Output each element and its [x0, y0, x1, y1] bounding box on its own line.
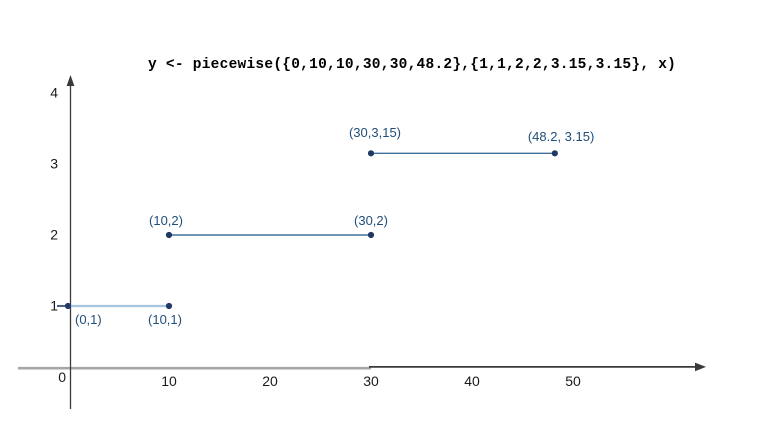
data-point — [551, 150, 558, 157]
point-label: (0,1) — [75, 312, 102, 327]
x-tick-label: 40 — [464, 373, 480, 389]
x-axis-arrowhead-icon — [695, 362, 706, 372]
x-tick-label: 20 — [262, 373, 278, 389]
x-tick-label: 10 — [161, 373, 177, 389]
data-point — [165, 302, 173, 310]
data-point — [367, 150, 375, 157]
data-point — [165, 231, 173, 239]
point-label: (30,2) — [354, 213, 388, 228]
y-axis-arrowhead-icon — [66, 75, 75, 86]
point-label: (10,2) — [149, 213, 183, 228]
origin-label: 0 — [58, 369, 66, 385]
y-tick-label: 1 — [50, 297, 58, 314]
x-tick-label: 50 — [565, 373, 581, 389]
chart-title: y <- piecewise({0,10,10,30,30,48.2},{1,1… — [148, 57, 677, 73]
x-tick-label: 30 — [363, 373, 379, 389]
y-tick-label: 4 — [50, 84, 58, 101]
data-point — [367, 231, 375, 239]
y-tick-label: 2 — [50, 226, 58, 243]
data-point — [64, 302, 72, 310]
point-label: (48.2, 3.15) — [527, 129, 595, 145]
point-label: (10,1) — [148, 312, 182, 327]
y-tick-label: 3 — [50, 155, 58, 172]
point-label: (30,3,15) — [348, 125, 402, 141]
